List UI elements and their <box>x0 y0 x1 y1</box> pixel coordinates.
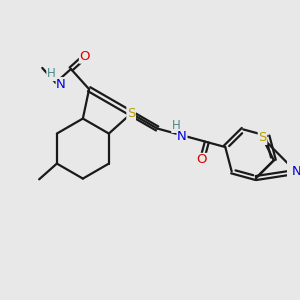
Text: S: S <box>127 107 135 120</box>
Text: S: S <box>258 131 267 144</box>
Text: O: O <box>80 50 90 63</box>
Text: N: N <box>291 165 300 178</box>
Text: H: H <box>47 68 56 80</box>
Text: H: H <box>172 119 181 132</box>
Text: N: N <box>56 78 66 91</box>
Text: N: N <box>177 130 187 143</box>
Text: O: O <box>197 154 207 166</box>
